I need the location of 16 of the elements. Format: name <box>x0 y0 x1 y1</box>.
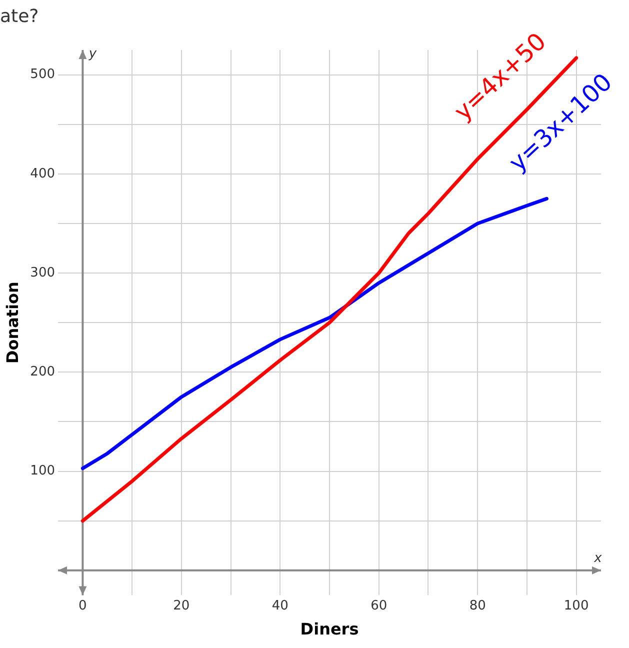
y-tick-label: 400 <box>30 166 56 182</box>
chart-title: ate? <box>0 6 39 27</box>
x-tick-label: 20 <box>173 598 190 614</box>
x-tick-label: 0 <box>78 598 87 614</box>
y-tick-label: 500 <box>30 67 56 82</box>
y-tick-label: 300 <box>30 265 56 280</box>
x-tick-label: 100 <box>564 598 589 614</box>
annotation: y <box>88 46 97 62</box>
x-axis-title: Diners <box>300 620 359 639</box>
y-axis-title: Donation <box>2 282 22 364</box>
y-tick-label: 100 <box>30 464 56 479</box>
y-tick-label: 200 <box>30 364 56 380</box>
x-tick-label: 80 <box>469 598 486 614</box>
x-tick-label: 40 <box>272 598 288 614</box>
annotation: x <box>593 550 602 566</box>
x-tick-label: 60 <box>370 598 388 614</box>
